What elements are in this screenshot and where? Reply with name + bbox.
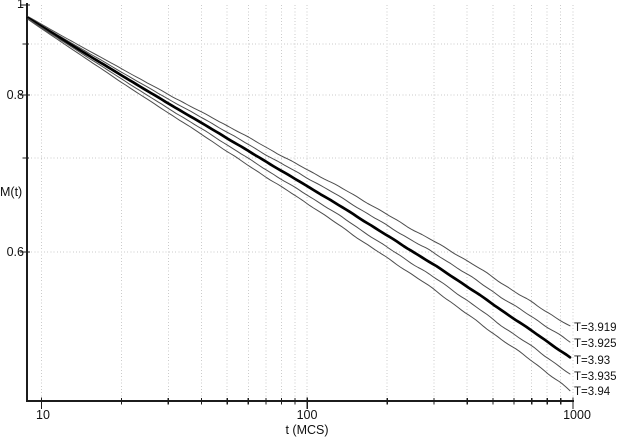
series-label-T3.935: T=3.935 [574,371,617,383]
axes [26,3,574,402]
curve-T-3.925 [27,16,571,343]
curve-T-3.935 [27,18,571,375]
series-label-T3.93: T=3.93 [574,355,611,367]
gridlines [28,5,574,400]
y-tick-label-1: 1 [17,0,24,11]
y-tick-label-0.8: 0.8 [6,88,24,102]
x-tick-label-1000: 1000 [563,408,591,422]
curve-T-3.919 [27,16,571,327]
tick-marks [20,4,574,409]
y-tick-label-0.6: 0.6 [6,245,24,259]
x-axis-title: t (MCS) [285,423,329,437]
series-label-T3.925: T=3.925 [574,338,617,350]
series-label-T3.919: T=3.919 [574,322,617,334]
x-tick-label-10: 10 [36,408,50,422]
curve-T-3.94 [27,18,571,392]
curve-T-3.93 [26,16,572,359]
y-axis-title: M(t) [0,185,23,199]
x-tick-label-100: 100 [296,408,318,422]
series-label-T3.94: T=3.94 [574,386,611,398]
